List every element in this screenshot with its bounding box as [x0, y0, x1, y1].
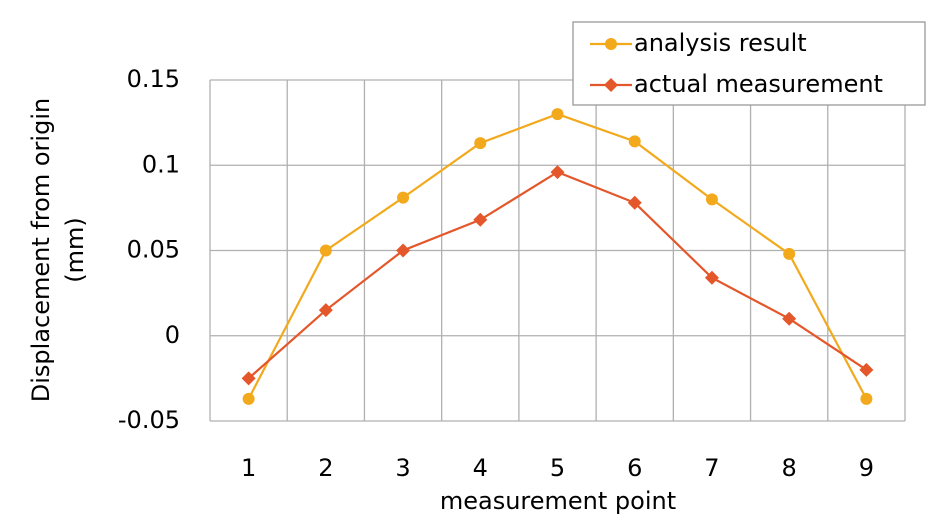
data-point [704, 270, 719, 285]
data-point [241, 371, 256, 386]
data-point [860, 392, 873, 405]
y-tick-label: 0.1 [142, 150, 180, 178]
data-point [473, 212, 488, 227]
x-tick-label: 9 [859, 454, 874, 482]
data-point [783, 247, 796, 260]
x-tick-label: 5 [550, 454, 565, 482]
legend-label: actual measurement [634, 70, 883, 98]
data-point [627, 195, 642, 210]
data-point [550, 165, 565, 180]
x-tick-label: 3 [395, 454, 410, 482]
y-tick-label: 0.15 [127, 65, 180, 93]
x-tick-label: 1 [241, 454, 256, 482]
data-point [474, 137, 487, 150]
y-tick-label: -0.05 [118, 406, 180, 434]
legend-label: analysis result [634, 29, 807, 57]
data-point [396, 243, 411, 258]
data-point [551, 108, 564, 121]
legend-marker [604, 78, 618, 92]
series-line [247, 112, 868, 400]
y-tick-label: 0 [165, 321, 180, 349]
x-tick-label: 7 [704, 454, 719, 482]
x-tick-label: 2 [318, 454, 333, 482]
legend-box [572, 21, 926, 106]
data-point [318, 303, 333, 318]
y-tick-label: 0.05 [127, 236, 180, 264]
data-point [859, 362, 874, 377]
x-tick-label: 6 [627, 454, 642, 482]
series-line [247, 170, 867, 380]
x-tick-label: 4 [473, 454, 488, 482]
legend: analysis result actual measurement [572, 21, 926, 106]
x-tick-label: 8 [782, 454, 797, 482]
data-point [397, 191, 410, 204]
data-point [319, 244, 332, 257]
x-axis-title: measurement point [440, 487, 676, 515]
y-axis-title: Displacement from origin (mm) [27, 98, 89, 402]
y-axis-title-line: (mm) [61, 217, 89, 282]
data-point [242, 392, 255, 405]
legend-marker [605, 38, 617, 50]
data-point [705, 193, 718, 206]
data-point [628, 135, 641, 148]
data-point [782, 311, 797, 326]
y-axis-title-line: Displacement from origin [27, 98, 55, 402]
